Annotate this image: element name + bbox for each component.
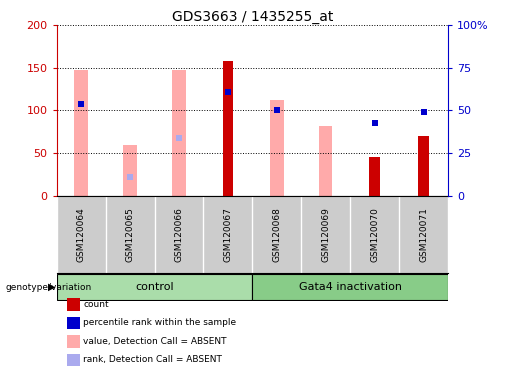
Text: GSM120070: GSM120070	[370, 207, 379, 262]
Text: GSM120069: GSM120069	[321, 207, 330, 262]
Bar	[270, 100, 284, 196]
Bar	[74, 70, 88, 196]
Bar	[222, 61, 233, 196]
Bar	[319, 126, 333, 196]
Text: GSM120064: GSM120064	[77, 207, 85, 262]
Bar	[123, 145, 137, 196]
Bar	[57, 274, 252, 300]
Text: genotype/variation: genotype/variation	[5, 283, 91, 291]
Text: GSM120068: GSM120068	[272, 207, 281, 262]
Text: GSM120066: GSM120066	[175, 207, 183, 262]
Text: control: control	[135, 282, 174, 292]
Text: GSM120067: GSM120067	[224, 207, 232, 262]
Text: Gata4 inactivation: Gata4 inactivation	[299, 282, 402, 292]
Bar	[252, 274, 448, 300]
Title: GDS3663 / 1435255_at: GDS3663 / 1435255_at	[171, 10, 333, 24]
Bar	[369, 157, 380, 196]
Bar	[172, 70, 186, 196]
Text: rank, Detection Call = ABSENT: rank, Detection Call = ABSENT	[83, 355, 222, 364]
Bar	[418, 136, 429, 196]
Text: ▶: ▶	[48, 282, 56, 292]
Text: percentile rank within the sample: percentile rank within the sample	[83, 318, 236, 328]
Text: GSM120071: GSM120071	[419, 207, 428, 262]
Text: GSM120065: GSM120065	[126, 207, 134, 262]
Text: value, Detection Call = ABSENT: value, Detection Call = ABSENT	[83, 337, 227, 346]
Text: count: count	[83, 300, 109, 309]
